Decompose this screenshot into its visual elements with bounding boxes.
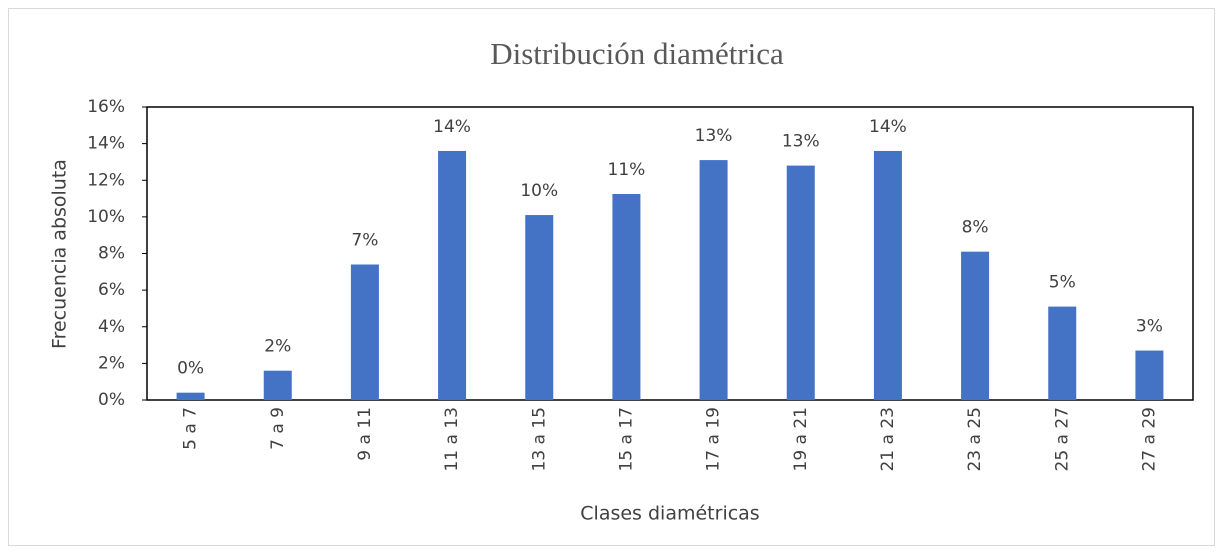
bar bbox=[699, 160, 728, 400]
x-tick-label: 11 a 13 bbox=[442, 407, 462, 472]
bar bbox=[1135, 350, 1164, 400]
x-tick-label: 5 a 7 bbox=[181, 407, 201, 450]
y-tick-label: 0% bbox=[98, 390, 125, 410]
bar bbox=[263, 370, 292, 400]
bar bbox=[1048, 306, 1077, 400]
y-tick-label: 10% bbox=[87, 207, 125, 227]
chart-title: Distribución diamétrica bbox=[490, 36, 784, 71]
bar bbox=[525, 215, 554, 400]
data-label: 11% bbox=[608, 160, 646, 180]
bar bbox=[176, 392, 205, 400]
x-tick-label: 13 a 15 bbox=[529, 407, 549, 472]
data-label: 13% bbox=[782, 132, 820, 152]
x-tick-label: 19 a 21 bbox=[791, 407, 811, 472]
x-tick-label: 7 a 9 bbox=[268, 407, 288, 450]
x-axis-title: Clases diamétricas bbox=[580, 503, 759, 525]
y-tick-label: 8% bbox=[98, 244, 125, 264]
y-tick-label: 16% bbox=[87, 97, 125, 117]
x-tick-label: 27 a 29 bbox=[1139, 407, 1159, 472]
x-tick-label: 25 a 27 bbox=[1052, 407, 1072, 472]
data-label: 2% bbox=[264, 337, 291, 357]
data-label: 0% bbox=[177, 359, 204, 379]
x-tick-label: 21 a 23 bbox=[878, 407, 898, 472]
data-label: 14% bbox=[869, 117, 907, 137]
y-axis-title: Frecuencia absoluta bbox=[49, 159, 71, 349]
data-label: 5% bbox=[1049, 273, 1076, 293]
y-tick-label: 6% bbox=[98, 280, 125, 300]
data-label: 3% bbox=[1136, 317, 1163, 337]
data-label: 8% bbox=[962, 218, 989, 238]
data-label: 10% bbox=[520, 181, 558, 201]
y-tick-label: 12% bbox=[87, 170, 125, 190]
data-label: 14% bbox=[433, 117, 471, 137]
bar bbox=[786, 165, 815, 400]
x-tick-label: 23 a 25 bbox=[965, 407, 985, 472]
x-tick-label: 15 a 17 bbox=[616, 407, 636, 472]
y-tick-label: 14% bbox=[87, 134, 125, 154]
y-tick-label: 4% bbox=[98, 317, 125, 337]
x-tick-label: 9 a 11 bbox=[355, 407, 375, 461]
bar bbox=[873, 150, 902, 400]
bar bbox=[612, 193, 641, 400]
bar bbox=[438, 150, 467, 400]
y-tick-label: 2% bbox=[98, 353, 125, 373]
bar bbox=[961, 251, 990, 400]
data-label: 13% bbox=[695, 126, 733, 146]
bar bbox=[350, 264, 379, 400]
data-label: 7% bbox=[351, 230, 378, 250]
x-tick-label: 17 a 19 bbox=[704, 407, 724, 472]
chart-border bbox=[8, 8, 1215, 546]
